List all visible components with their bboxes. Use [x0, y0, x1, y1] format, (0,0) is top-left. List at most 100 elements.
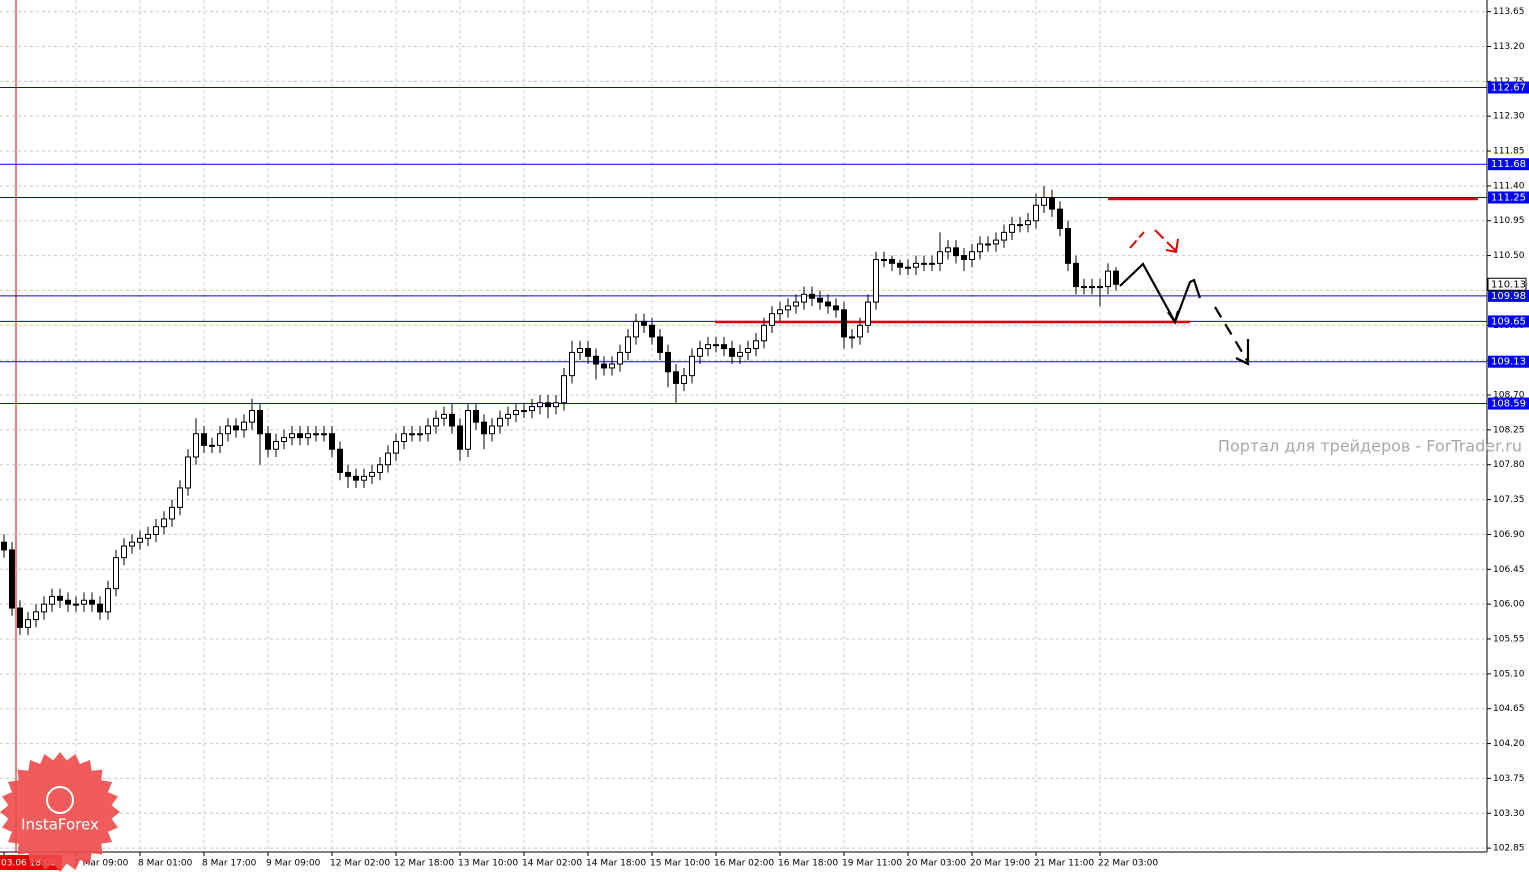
candle-body	[329, 433, 335, 450]
candle-body	[129, 541, 135, 547]
candle-body	[289, 433, 295, 439]
candle-body	[1009, 224, 1015, 233]
x-tick-label: 16 Mar 18:00	[778, 859, 838, 869]
candle-body	[105, 588, 111, 613]
candle-body	[673, 371, 679, 384]
candle-body	[137, 537, 143, 543]
y-tick-label: 110.50	[1493, 251, 1525, 261]
candle-body	[825, 301, 831, 307]
y-tick-label: 107.35	[1493, 495, 1525, 505]
candle-body	[1065, 227, 1071, 264]
x-tick-label: 14 Mar 18:00	[586, 859, 646, 869]
candle-body	[1, 541, 7, 551]
level-label: 108.59	[1491, 399, 1526, 410]
time-axis-bg	[0, 852, 1529, 872]
price-box	[1487, 277, 1527, 291]
forecast-down	[1154, 229, 1177, 252]
candle-body	[521, 410, 527, 413]
y-tick-label: 111.40	[1493, 181, 1525, 191]
candle-body	[665, 351, 671, 373]
y-tick-label: 106.00	[1493, 600, 1525, 610]
candle-body	[169, 506, 175, 520]
candles	[1, 185, 1119, 636]
candle-body	[1025, 220, 1031, 226]
candle-body	[569, 351, 575, 377]
candle-body	[745, 348, 751, 353]
candle-body	[385, 452, 391, 466]
candle-body	[1113, 270, 1119, 285]
candle-body	[801, 293, 807, 303]
candle-body	[1041, 197, 1047, 206]
y-tick-label: 105.55	[1493, 635, 1525, 645]
candle-body	[769, 313, 775, 326]
candle-body	[57, 595, 63, 601]
candle-body	[809, 293, 815, 299]
y-tick-label: 103.30	[1493, 809, 1525, 819]
candle-body	[417, 433, 423, 436]
candle-body	[545, 402, 551, 408]
x-tick-label: 14 Mar 02:00	[522, 859, 582, 869]
candle-body	[225, 425, 231, 435]
candle-body	[1049, 197, 1055, 210]
candle-body	[633, 320, 639, 338]
candle-body	[233, 425, 239, 431]
candle-body	[353, 475, 359, 481]
forecast-dashed	[1214, 306, 1249, 363]
candle-body	[793, 301, 799, 307]
arrow-head	[1167, 310, 1180, 325]
candle-body	[449, 413, 455, 427]
candle-body	[1105, 270, 1111, 288]
candle-body	[1097, 286, 1103, 289]
candle-body	[585, 348, 591, 357]
candle-body	[977, 243, 983, 253]
y-tick-label: 108.70	[1493, 391, 1525, 401]
candle-body	[257, 410, 263, 435]
level-label: 109.13	[1491, 357, 1526, 368]
current-price: 110.13	[1491, 279, 1526, 290]
x-tick-label: 15 Mar 10:00	[650, 859, 710, 869]
candle-body	[153, 526, 159, 535]
candle-body	[361, 475, 367, 481]
candle-body	[489, 425, 495, 435]
candle-body	[337, 448, 343, 473]
candle-body	[953, 247, 959, 257]
x-tick-label: 8 Mar 17:00	[202, 859, 257, 869]
candle-body	[777, 309, 783, 315]
candle-body	[185, 456, 191, 489]
candle-body	[857, 324, 863, 338]
x-tick-label: 22 Mar 03:00	[1098, 859, 1158, 869]
candle-body	[697, 348, 703, 357]
candle-body	[873, 258, 879, 303]
candle-body	[209, 444, 215, 447]
candle-body	[113, 557, 119, 590]
candle-body	[193, 433, 199, 458]
candle-body	[49, 595, 55, 605]
candle-body	[913, 262, 919, 268]
candle-body	[929, 262, 935, 265]
candle-body	[897, 262, 903, 268]
level-box	[1488, 158, 1529, 171]
forecast-red	[1129, 229, 1179, 254]
candle-body	[1073, 262, 1079, 288]
candle-body	[273, 440, 279, 450]
candle-body	[345, 471, 351, 477]
candle-body	[993, 239, 999, 245]
candle-body	[537, 402, 543, 408]
candle-body	[409, 433, 415, 436]
y-tick-label: 104.65	[1493, 704, 1525, 714]
y-tick-label: 110.95	[1493, 216, 1525, 226]
candle-body	[713, 344, 719, 347]
candle-body	[9, 549, 15, 609]
candle-body	[1057, 208, 1063, 229]
forecast-path	[1119, 262, 1202, 325]
candle-body	[681, 375, 687, 384]
candle-body	[553, 402, 559, 408]
logo-icon	[46, 786, 74, 814]
candle-body	[905, 266, 911, 269]
level-label: 112.67	[1491, 83, 1526, 94]
candle-body	[97, 603, 103, 613]
candle-body	[625, 336, 631, 353]
candle-body	[41, 603, 47, 613]
logo: InstaForex	[0, 752, 120, 872]
